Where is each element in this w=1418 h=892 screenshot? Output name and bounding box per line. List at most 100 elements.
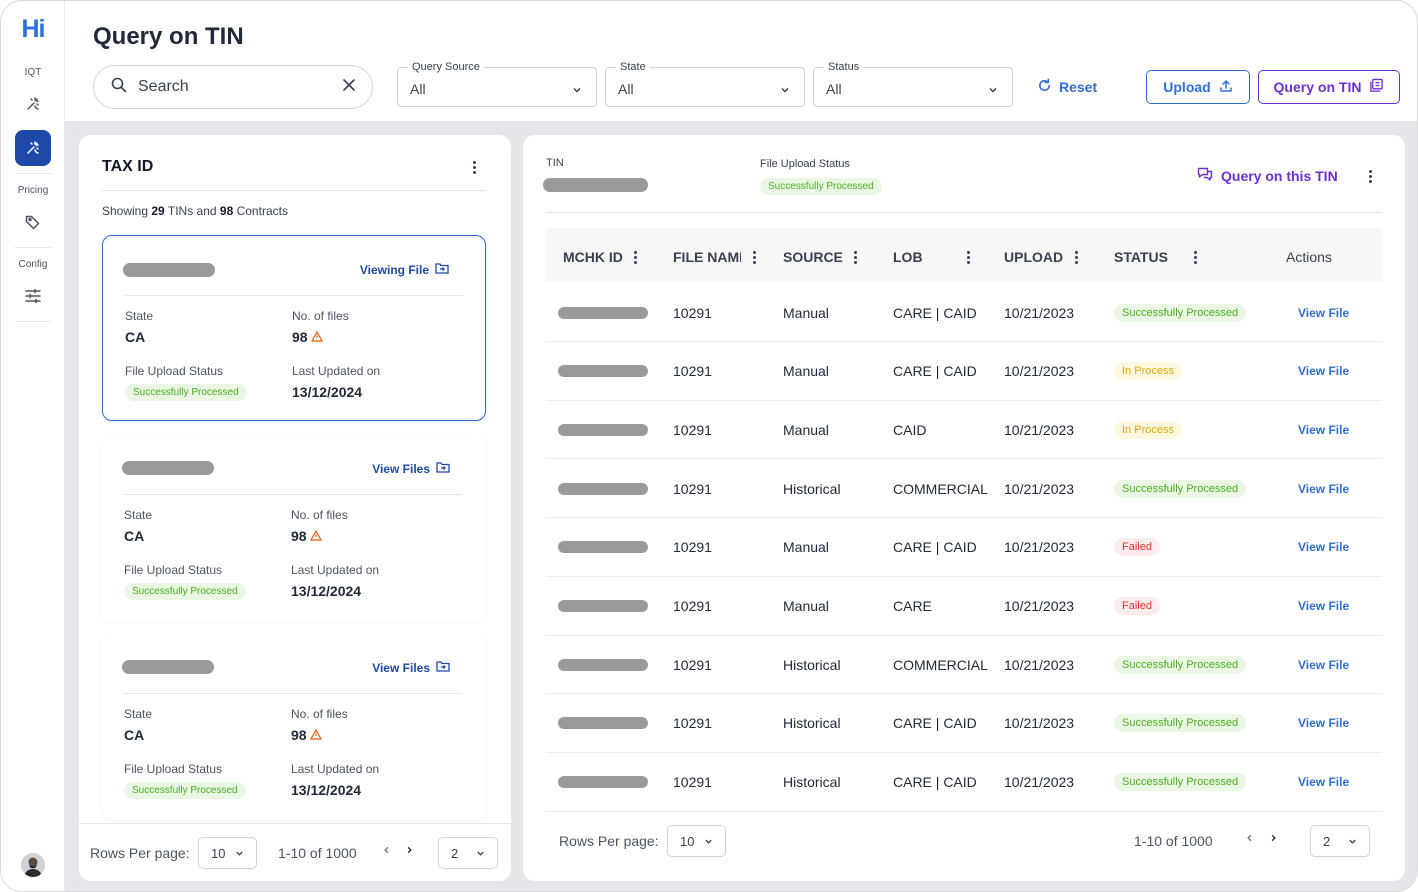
magic-wand-icon[interactable]: [15, 86, 51, 122]
state-value: CA: [125, 329, 146, 345]
warning-icon: [310, 329, 323, 345]
rows-per-page-label: Rows Per page:: [559, 833, 659, 849]
folder-open-icon: [436, 461, 450, 476]
column-header-file-name[interactable]: FILE NAME: [673, 249, 759, 265]
table-row[interactable]: 10291 Manual CARE | CAID 10/21/2023 Failed Vi…: [546, 518, 1382, 577]
chevron-down-icon: [1348, 834, 1357, 849]
page-select[interactable]: 2: [438, 837, 498, 869]
tin-card[interactable]: View Files State CA No. of files 98 File…: [102, 634, 486, 820]
next-page-button[interactable]: [405, 845, 414, 855]
redacted-mchk-id: [558, 658, 648, 671]
view-file-link[interactable]: View File: [1298, 481, 1350, 496]
upload-button[interactable]: Upload: [1146, 70, 1250, 104]
state-select[interactable]: State All: [605, 61, 805, 107]
state-value: CA: [124, 528, 145, 544]
document-stack-icon: [1369, 78, 1384, 96]
table-row[interactable]: 10291 Historical CARE | CAID 10/21/2023 Succ…: [546, 753, 1382, 812]
table-row[interactable]: 10291 Historical COMMERCIAL 10/21/2023 Succe…: [546, 635, 1382, 695]
file-name-cell: 10291: [673, 304, 712, 321]
status-cell: Successfully Processed: [1114, 694, 1247, 753]
column-header-status[interactable]: STATUS: [1114, 249, 1200, 265]
last-updated-label: Last Updated on: [291, 762, 380, 776]
sidebar: Hi IQT Pricing Config: [1, 1, 65, 891]
next-page-button[interactable]: [1269, 833, 1278, 843]
content-area: TAX ID Showing 29 TINs and 98 Contracts …: [65, 121, 1417, 891]
column-menu-icon[interactable]: [963, 250, 973, 264]
column-menu-icon[interactable]: [1190, 250, 1200, 264]
rows-per-page-label: Rows Per page:: [90, 845, 190, 861]
mchk-id-cell: [558, 753, 648, 812]
redacted-mchk-id: [558, 541, 648, 554]
lob-cell: CARE | CAID: [893, 363, 977, 380]
lob-cell: COMMERCIAL: [893, 480, 988, 497]
last-updated-value: 13/12/2024: [291, 782, 362, 798]
divider: [124, 494, 462, 495]
upload-label: Upload: [1163, 79, 1211, 95]
page-select[interactable]: 2: [1310, 825, 1370, 857]
source-cell: Manual: [783, 421, 829, 438]
view-file-link[interactable]: View File: [1298, 657, 1350, 672]
upload-status-label: File Upload Status: [760, 158, 850, 170]
table-row[interactable]: 10291 Historical CARE | CAID 10/21/2023 Succ…: [546, 694, 1382, 753]
redacted-mchk-id: [558, 600, 648, 612]
query-on-tin-button[interactable]: Query on TIN: [1258, 70, 1400, 104]
table-row[interactable]: 10291 Manual CAID 10/21/2023 In Process View …: [546, 400, 1382, 460]
column-header-upload[interactable]: UPLOAD: [1004, 249, 1081, 265]
view-file-link[interactable]: View File: [1298, 716, 1350, 731]
column-header-mchk-id[interactable]: MCHK ID: [563, 249, 641, 265]
select-label: Status: [824, 61, 864, 73]
status-cell: In Process: [1114, 342, 1182, 401]
reset-button[interactable]: Reset: [1037, 78, 1097, 96]
view-files-link[interactable]: View Files: [372, 461, 450, 476]
table-row[interactable]: 10291 Manual CARE | CAID 10/21/2023 Successf…: [546, 283, 1382, 342]
view-file-link[interactable]: View File: [1298, 364, 1350, 379]
view-file-link[interactable]: View File: [1298, 775, 1350, 790]
mchk-id-cell: [558, 283, 648, 342]
lob-cell: CARE | CAID: [893, 539, 977, 556]
redacted-mchk-id: [558, 306, 648, 319]
table-row[interactable]: 10291 Historical COMMERCIAL 10/21/2023 Succe…: [546, 459, 1382, 519]
status-select[interactable]: Status All: [813, 61, 1013, 107]
query-source-select[interactable]: Query Source All: [397, 61, 597, 107]
files-value: 98: [291, 528, 322, 544]
more-options-icon[interactable]: [1365, 170, 1375, 183]
select-value: All: [826, 81, 842, 97]
column-menu-icon[interactable]: [851, 250, 861, 264]
tag-icon[interactable]: [15, 204, 51, 240]
prev-page-button[interactable]: [1245, 833, 1254, 843]
close-icon[interactable]: [342, 78, 356, 97]
view-file-link[interactable]: View File: [1298, 422, 1350, 437]
lob-cell: CAID: [893, 421, 927, 438]
column-header-source[interactable]: SOURCE: [783, 249, 861, 265]
files-value: 98: [292, 329, 323, 345]
rows-per-page-select[interactable]: 10: [198, 837, 257, 869]
tin-card[interactable]: Viewing File State CA No. of files 98 Fi…: [102, 235, 486, 421]
column-menu-icon[interactable]: [1071, 250, 1081, 264]
view-file-link[interactable]: View File: [1298, 599, 1350, 613]
sidebar-divider: [15, 173, 51, 174]
view-files-link[interactable]: View Files: [372, 660, 450, 675]
last-updated-label: Last Updated on: [292, 364, 381, 378]
tin-card[interactable]: View Files State CA No. of files 98 File…: [102, 435, 486, 621]
lob-cell: CARE: [893, 598, 932, 614]
prev-page-button[interactable]: [382, 845, 391, 855]
query-on-this-tin-button[interactable]: Query on this TIN: [1197, 167, 1338, 185]
column-menu-icon[interactable]: [749, 250, 759, 264]
more-options-icon[interactable]: [469, 161, 479, 174]
redacted-mchk-id: [558, 776, 648, 789]
table-row[interactable]: 10291 Manual CARE | CAID 10/21/2023 In Proce…: [546, 342, 1382, 401]
search-input[interactable]: Search: [93, 65, 373, 109]
sliders-icon[interactable]: [15, 278, 51, 314]
view-file-link[interactable]: View File: [1298, 540, 1350, 555]
rows-per-page-select[interactable]: 10: [667, 825, 726, 857]
table-row[interactable]: 10291 Manual CARE 10/21/2023 Failed View File: [546, 577, 1382, 636]
upload-date-cell: 10/21/2023: [1004, 480, 1075, 497]
view-file-link[interactable]: View File: [1298, 305, 1350, 320]
user-avatar[interactable]: [21, 853, 45, 877]
column-menu-icon[interactable]: [631, 250, 641, 264]
viewing-file-link[interactable]: Viewing File: [360, 262, 449, 277]
magic-wand-active-icon[interactable]: [15, 130, 51, 166]
status-cell: Failed: [1114, 577, 1160, 636]
column-header-lob[interactable]: LOB: [893, 249, 973, 265]
app-logo[interactable]: Hi: [21, 15, 46, 43]
